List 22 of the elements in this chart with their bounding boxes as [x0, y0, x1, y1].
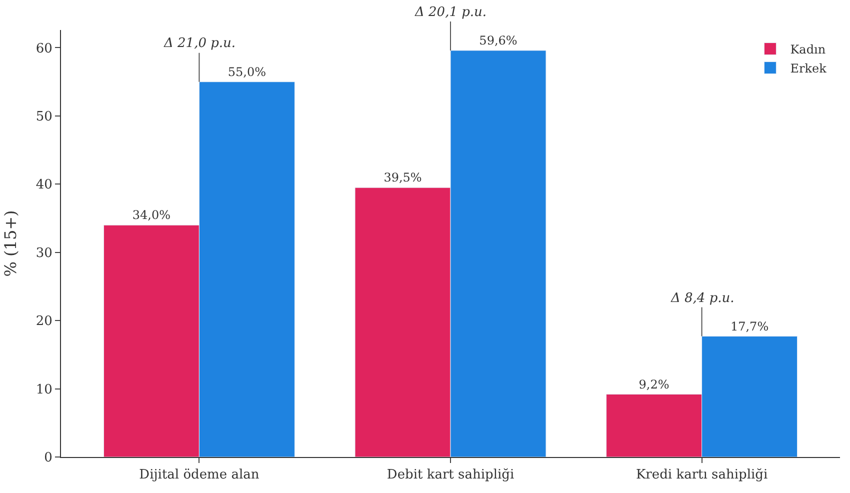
y-tick-label: 0 — [44, 450, 52, 466]
data-label: 34,0% — [132, 208, 171, 222]
data-label: 17,7% — [730, 319, 769, 334]
y-tick-label: 30 — [36, 246, 52, 261]
annotation: Δ 21,0 p.u. — [163, 36, 236, 51]
data-label: 39,5% — [384, 170, 422, 185]
data-label: 59,6% — [479, 33, 518, 48]
data-label: 9,2% — [638, 377, 670, 392]
y-tick-label: 40 — [36, 178, 52, 193]
legend-label: Erkek — [790, 61, 828, 76]
y-tick-label: 50 — [36, 110, 52, 124]
x-tick-label: Kredi kartı sahipliği — [636, 468, 768, 483]
y-tick-label: 20 — [36, 314, 52, 330]
annotation: Δ 8,4 p.u. — [670, 291, 734, 306]
y-axis-title: % (15+) — [0, 210, 20, 277]
x-tick-label: Debit kart sahipliği — [386, 468, 514, 483]
y-tick-label: 60 — [36, 41, 52, 56]
legend-label: Kadın — [790, 42, 826, 56]
annotation: Δ 20,1 p.u. — [414, 5, 487, 20]
data-label: 55,0% — [228, 64, 266, 79]
y-tick-label: 10 — [36, 382, 52, 398]
x-tick-label: Dijital ödeme alan — [139, 468, 260, 483]
